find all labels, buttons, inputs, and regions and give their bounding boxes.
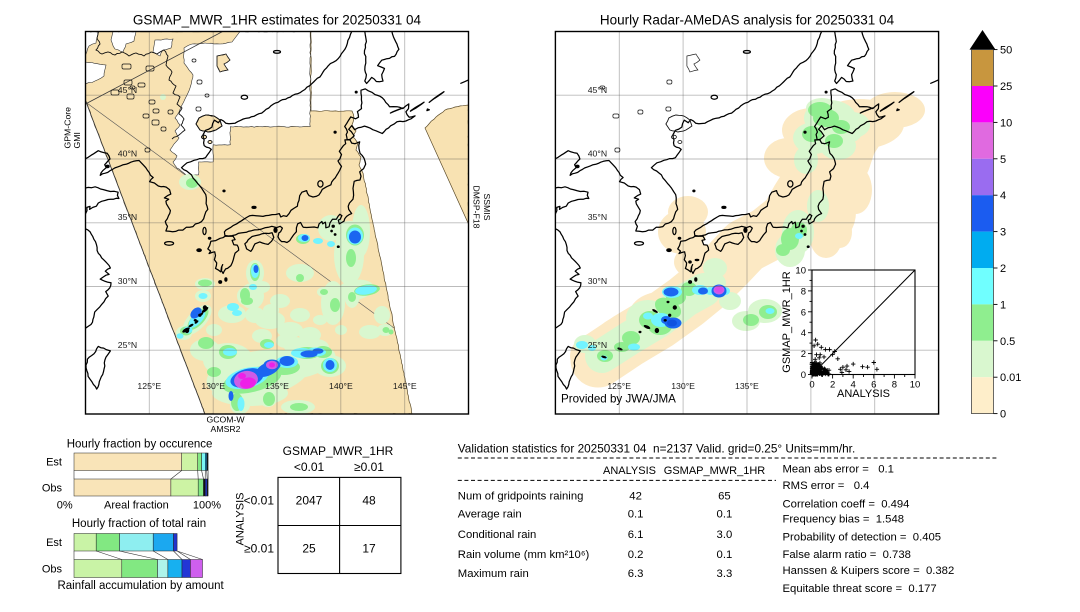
svg-text:6: 6 <box>801 307 806 318</box>
svg-text:GSMAP_MWR_1HR: GSMAP_MWR_1HR <box>781 271 793 373</box>
svg-text:0.1: 0.1 <box>717 508 733 520</box>
svg-text:Equitable threat score = 0.17: Equitable threat score = 0.177 <box>783 583 937 595</box>
svg-text:140°E: 140°E <box>329 381 353 391</box>
svg-text:40°N: 40°N <box>588 149 607 159</box>
svg-text:6: 6 <box>871 380 876 391</box>
svg-text:Conditional rain: Conditional rain <box>458 529 537 541</box>
svg-text:17: 17 <box>362 542 376 556</box>
svg-text:130°E: 130°E <box>201 381 225 391</box>
svg-text:10: 10 <box>1000 117 1012 129</box>
svg-text:SSMIS: SSMIS <box>482 193 492 220</box>
svg-text:Maximum rain: Maximum rain <box>458 568 529 580</box>
svg-text:35°N: 35°N <box>118 212 137 222</box>
svg-text:25°N: 25°N <box>118 340 137 350</box>
svg-text:100%: 100% <box>193 500 221 512</box>
svg-text:RMS error = 0.4: RMS error = 0.4 <box>783 480 870 492</box>
svg-text:5: 5 <box>1000 154 1006 166</box>
svg-text:8: 8 <box>892 380 897 391</box>
svg-text:25: 25 <box>302 542 316 556</box>
svg-text:3.3: 3.3 <box>717 568 733 580</box>
svg-text:Est: Est <box>46 457 62 469</box>
svg-text:Rainfall accumulation by amoun: Rainfall accumulation by amount <box>57 580 224 592</box>
svg-text:Obs: Obs <box>42 564 63 576</box>
svg-text:6.1: 6.1 <box>628 529 644 541</box>
svg-text:30°N: 30°N <box>588 276 607 286</box>
svg-text:Obs: Obs <box>42 483 63 495</box>
svg-text:65: 65 <box>718 491 731 503</box>
svg-text:Num of gridpoints raining: Num of gridpoints raining <box>458 491 584 503</box>
svg-text:Est: Est <box>46 537 62 549</box>
svg-text:Probability of detection = 0.: Probability of detection = 0.405 <box>783 532 942 544</box>
svg-text:10: 10 <box>910 380 921 391</box>
svg-text:50: 50 <box>1000 45 1012 57</box>
svg-text:AMSR2: AMSR2 <box>211 424 241 434</box>
svg-text:Mean abs error = 0.1: Mean abs error = 0.1 <box>783 463 894 475</box>
svg-text:2: 2 <box>801 349 806 360</box>
svg-text:0.1: 0.1 <box>628 508 644 520</box>
svg-text:<0.01: <0.01 <box>294 460 325 474</box>
svg-text:0.01: 0.01 <box>1000 372 1021 384</box>
svg-text:135°E: 135°E <box>735 381 759 391</box>
svg-text:4: 4 <box>1000 190 1006 202</box>
svg-text:10: 10 <box>795 266 806 277</box>
svg-text:GPM-Core: GPM-Core <box>63 107 73 149</box>
svg-text:Hourly fraction of total rain: Hourly fraction of total rain <box>72 518 206 530</box>
svg-text:Hourly Radar-AMeDAS analysis f: Hourly Radar-AMeDAS analysis for 2025033… <box>600 13 895 28</box>
svg-text:Hanssen & Kuipers score = 0.3: Hanssen & Kuipers score = 0.382 <box>783 565 955 577</box>
svg-text:GSMAP_MWR_1HR: GSMAP_MWR_1HR <box>664 465 766 477</box>
svg-text:0.1: 0.1 <box>717 549 733 561</box>
svg-text:4: 4 <box>851 380 856 391</box>
svg-text:Average rain: Average rain <box>458 508 522 520</box>
svg-text:0: 0 <box>809 380 814 391</box>
svg-text:0: 0 <box>1000 409 1006 421</box>
svg-text:ANALYSIS: ANALYSIS <box>837 388 890 400</box>
svg-text:≥0.01: ≥0.01 <box>244 542 274 556</box>
svg-text:GSMAP_MWR_1HR estimates for 20: GSMAP_MWR_1HR estimates for 20250331 04 <box>133 13 422 28</box>
svg-text:130°E: 130°E <box>671 381 695 391</box>
svg-text:<0.01: <0.01 <box>244 494 275 508</box>
svg-text:DMSP-F18: DMSP-F18 <box>472 186 482 229</box>
svg-text:35°N: 35°N <box>588 212 607 222</box>
svg-text:1: 1 <box>1000 299 1006 311</box>
svg-text:125°E: 125°E <box>607 381 631 391</box>
svg-text:6.3: 6.3 <box>628 568 644 580</box>
svg-text:125°E: 125°E <box>137 381 161 391</box>
svg-text:0%: 0% <box>57 500 73 512</box>
svg-text:2: 2 <box>830 380 835 391</box>
svg-text:Validation statistics for 2025: Validation statistics for 20250331 04 n=… <box>458 442 855 456</box>
svg-text:30°N: 30°N <box>118 276 137 286</box>
svg-text:Hourly fraction by occurence: Hourly fraction by occurence <box>67 439 213 451</box>
svg-text:45°N: 45°N <box>118 85 137 95</box>
svg-text:25: 25 <box>1000 81 1012 93</box>
svg-text:4: 4 <box>801 328 806 339</box>
svg-text:2047: 2047 <box>296 494 323 508</box>
svg-text:False alarm ratio = 0.738: False alarm ratio = 0.738 <box>783 549 911 561</box>
svg-text:145°E: 145°E <box>393 381 417 391</box>
svg-text:GMI: GMI <box>72 132 82 148</box>
svg-text:135°E: 135°E <box>265 381 289 391</box>
svg-text:42: 42 <box>629 491 642 503</box>
svg-text:Frequency bias = 1.548: Frequency bias = 1.548 <box>783 514 905 526</box>
svg-text:GSMAP_MWR_1HR: GSMAP_MWR_1HR <box>283 444 394 458</box>
svg-text:45°N: 45°N <box>588 85 607 95</box>
svg-text:Correlation coeff = 0.494: Correlation coeff = 0.494 <box>783 498 910 510</box>
svg-text:≥0.01: ≥0.01 <box>354 460 384 474</box>
svg-text:3.0: 3.0 <box>717 529 733 541</box>
svg-text:0.5: 0.5 <box>1000 336 1015 348</box>
svg-text:40°N: 40°N <box>118 149 137 159</box>
svg-text:0.2: 0.2 <box>628 549 644 561</box>
svg-text:GCOM-W: GCOM-W <box>206 415 245 425</box>
svg-text:Provided by JWA/JMA: Provided by JWA/JMA <box>561 393 676 406</box>
svg-text:ANALYSIS: ANALYSIS <box>235 493 247 546</box>
svg-text:2: 2 <box>1000 263 1006 275</box>
svg-text:ANALYSIS: ANALYSIS <box>603 465 656 477</box>
svg-text:8: 8 <box>801 286 806 297</box>
svg-text:0: 0 <box>801 370 806 381</box>
svg-text:Rain volume (mm km²10⁶): Rain volume (mm km²10⁶) <box>458 549 590 561</box>
svg-text:25°N: 25°N <box>588 340 607 350</box>
svg-text:48: 48 <box>362 494 376 508</box>
svg-text:3: 3 <box>1000 227 1006 239</box>
svg-text:Areal fraction: Areal fraction <box>104 500 169 512</box>
